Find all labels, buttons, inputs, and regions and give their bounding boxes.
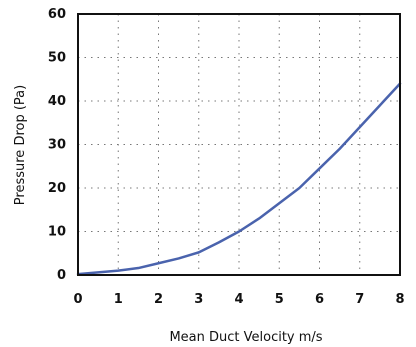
x-tick-label: 0 xyxy=(73,292,82,307)
x-tick-label: 4 xyxy=(234,292,243,307)
y-tick-label: 40 xyxy=(48,94,66,109)
pressure-drop-series-line xyxy=(76,82,402,276)
y-tick-label: 60 xyxy=(48,7,66,22)
y-tick-label: 30 xyxy=(48,138,66,153)
x-tick-label: 1 xyxy=(114,292,123,307)
y-tick-label: 0 xyxy=(57,268,66,283)
x-tick-label: 5 xyxy=(275,292,284,307)
x-tick-label: 3 xyxy=(194,292,203,307)
grid-layer xyxy=(78,14,400,275)
y-tick-label: 50 xyxy=(48,51,66,66)
x-tick-label: 2 xyxy=(154,292,163,307)
y-tick-label: 10 xyxy=(48,225,66,240)
tick-layer: 0 1 2 3 4 5 6 7 8 0 10 20 30 40 50 60 xyxy=(48,7,405,307)
x-tick-label: 6 xyxy=(315,292,324,307)
x-axis-title: Mean Duct Velocity m/s xyxy=(169,330,322,345)
y-tick-label: 20 xyxy=(48,181,66,196)
x-tick-label: 7 xyxy=(355,292,364,307)
y-axis-title: Pressure Drop (Pa) xyxy=(13,85,28,205)
x-tick-label: 8 xyxy=(395,292,404,307)
series-layer xyxy=(76,82,402,276)
plot-frame xyxy=(77,13,401,276)
